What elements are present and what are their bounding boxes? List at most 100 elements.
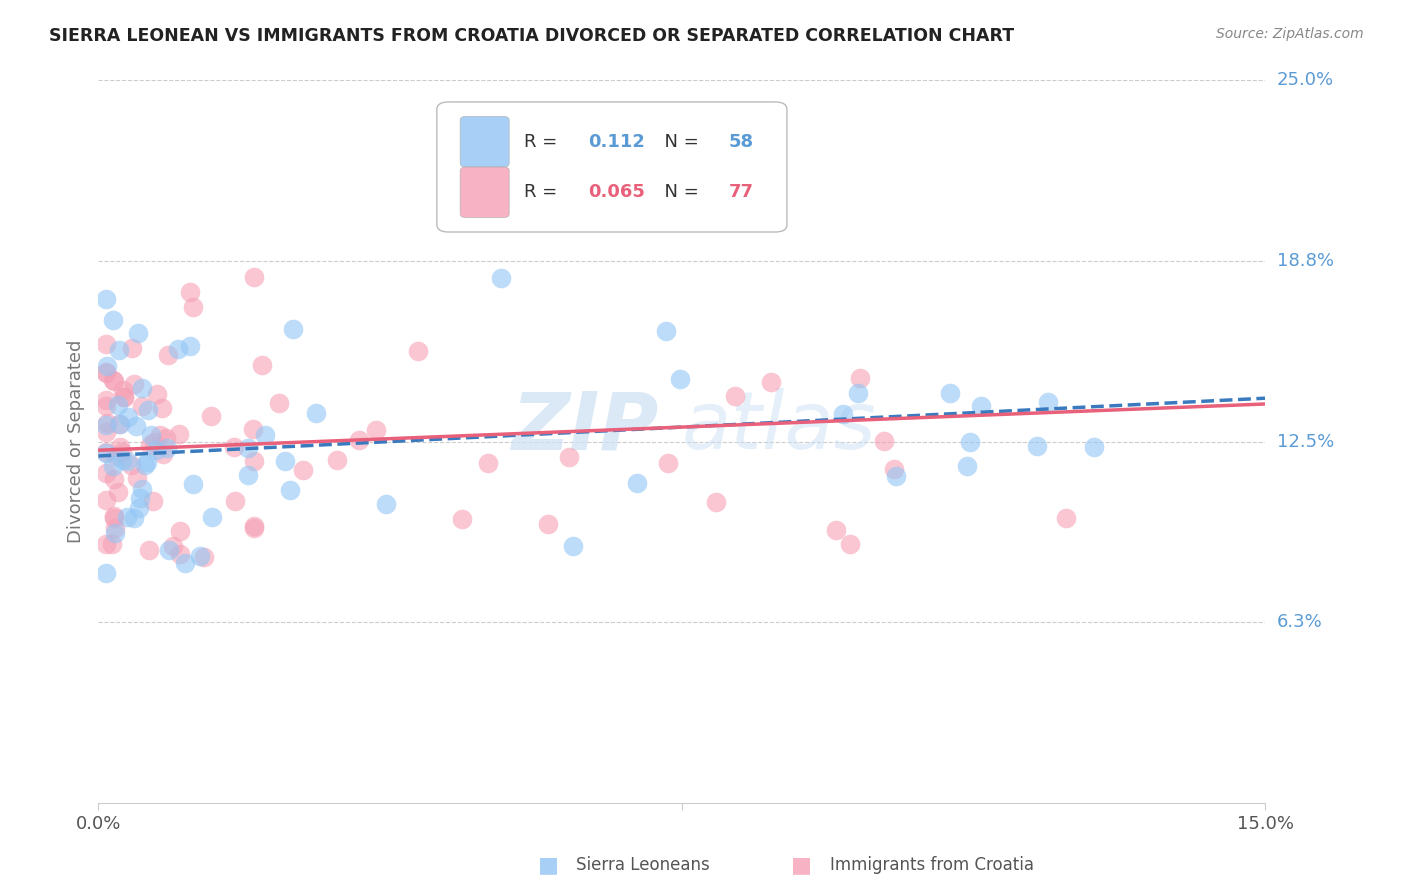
Text: Source: ZipAtlas.com: Source: ZipAtlas.com — [1216, 27, 1364, 41]
Sierra Leoneans — [167, 342, 190, 356]
Text: 58: 58 — [728, 133, 754, 151]
Immigrants from Croatia — [96, 365, 118, 379]
Immigrants from Croatia — [138, 543, 160, 558]
FancyBboxPatch shape — [460, 117, 509, 167]
Sierra Leoneans — [179, 339, 201, 353]
Immigrants from Croatia — [121, 341, 143, 355]
Text: ■: ■ — [792, 855, 811, 875]
Immigrants from Croatia — [96, 399, 118, 413]
Immigrants from Croatia — [138, 438, 160, 452]
Text: ZIP: ZIP — [512, 388, 658, 467]
Immigrants from Croatia — [181, 300, 204, 314]
Immigrants from Croatia — [105, 449, 128, 463]
Immigrants from Croatia — [111, 445, 134, 459]
Immigrants from Croatia — [103, 510, 125, 524]
Sierra Leoneans — [107, 399, 129, 413]
Immigrants from Croatia — [96, 337, 118, 351]
Sierra Leoneans — [124, 511, 146, 525]
Immigrants from Croatia — [112, 390, 135, 404]
Immigrants from Croatia — [243, 519, 266, 533]
Sierra Leoneans — [141, 427, 163, 442]
Sierra Leoneans — [959, 435, 981, 450]
Sierra Leoneans — [668, 372, 690, 386]
Text: 0.065: 0.065 — [589, 183, 645, 202]
Immigrants from Croatia — [103, 509, 125, 524]
Sierra Leoneans — [939, 386, 962, 401]
Sierra Leoneans — [117, 510, 139, 524]
Immigrants from Croatia — [179, 285, 201, 299]
Immigrants from Croatia — [477, 456, 499, 470]
Immigrants from Croatia — [107, 485, 129, 500]
Text: 12.5%: 12.5% — [1277, 433, 1334, 450]
Sierra Leoneans — [125, 419, 148, 434]
Sierra Leoneans — [101, 458, 124, 473]
Text: R =: R = — [524, 183, 564, 202]
FancyBboxPatch shape — [437, 102, 787, 232]
Immigrants from Croatia — [242, 422, 264, 436]
Immigrants from Croatia — [243, 521, 266, 535]
Sierra Leoneans — [117, 410, 139, 425]
Sierra Leoneans — [111, 452, 134, 467]
Immigrants from Croatia — [704, 495, 727, 509]
Immigrants from Croatia — [96, 425, 118, 439]
Immigrants from Croatia — [103, 373, 125, 387]
Sierra Leoneans — [127, 326, 149, 341]
Sierra Leoneans — [970, 400, 993, 414]
Immigrants from Croatia — [103, 374, 125, 388]
Text: 6.3%: 6.3% — [1277, 613, 1322, 632]
Sierra Leoneans — [832, 408, 855, 422]
Immigrants from Croatia — [243, 454, 266, 468]
Immigrants from Croatia — [157, 348, 180, 362]
Text: Sierra Leoneans: Sierra Leoneans — [576, 856, 710, 874]
Immigrants from Croatia — [451, 512, 474, 526]
Immigrants from Croatia — [406, 344, 429, 359]
Sierra Leoneans — [281, 322, 304, 336]
Sierra Leoneans — [107, 343, 129, 357]
Sierra Leoneans — [128, 501, 150, 516]
Immigrants from Croatia — [96, 416, 118, 430]
Sierra Leoneans — [253, 428, 276, 442]
Sierra Leoneans — [491, 271, 513, 285]
Sierra Leoneans — [108, 417, 131, 432]
Immigrants from Croatia — [364, 423, 387, 437]
Sierra Leoneans — [274, 454, 297, 468]
Sierra Leoneans — [156, 441, 179, 455]
Text: ■: ■ — [538, 855, 558, 875]
Immigrants from Croatia — [122, 376, 145, 391]
Immigrants from Croatia — [111, 383, 134, 397]
Text: SIERRA LEONEAN VS IMMIGRANTS FROM CROATIA DIVORCED OR SEPARATED CORRELATION CHAR: SIERRA LEONEAN VS IMMIGRANTS FROM CROATI… — [49, 27, 1014, 45]
Sierra Leoneans — [96, 418, 118, 433]
Sierra Leoneans — [145, 442, 167, 457]
Sierra Leoneans — [1036, 395, 1059, 409]
Immigrants from Croatia — [149, 428, 172, 442]
Sierra Leoneans — [103, 313, 125, 327]
Immigrants from Croatia — [657, 456, 679, 470]
Immigrants from Croatia — [108, 440, 131, 454]
Immigrants from Croatia — [761, 375, 783, 389]
Sierra Leoneans — [181, 476, 204, 491]
Immigrants from Croatia — [96, 467, 118, 481]
Immigrants from Croatia — [108, 417, 131, 432]
Text: 0.112: 0.112 — [589, 133, 645, 151]
Sierra Leoneans — [626, 475, 648, 490]
Immigrants from Croatia — [873, 434, 896, 448]
Text: 77: 77 — [728, 183, 754, 202]
Immigrants from Croatia — [103, 472, 125, 486]
Text: atlas: atlas — [682, 388, 877, 467]
Text: Immigrants from Croatia: Immigrants from Croatia — [830, 856, 1033, 874]
Sierra Leoneans — [135, 455, 157, 469]
Sierra Leoneans — [157, 543, 180, 558]
Immigrants from Croatia — [167, 427, 190, 442]
Immigrants from Croatia — [537, 517, 560, 532]
Sierra Leoneans — [115, 453, 138, 467]
Immigrants from Croatia — [131, 400, 153, 414]
Immigrants from Croatia — [152, 446, 174, 460]
Sierra Leoneans — [131, 381, 153, 395]
Immigrants from Croatia — [193, 550, 215, 565]
Immigrants from Croatia — [145, 387, 167, 401]
Immigrants from Croatia — [825, 523, 848, 537]
Immigrants from Croatia — [162, 540, 184, 554]
Y-axis label: Divorced or Separated: Divorced or Separated — [66, 340, 84, 543]
Immigrants from Croatia — [224, 494, 246, 508]
Sierra Leoneans — [236, 467, 259, 482]
